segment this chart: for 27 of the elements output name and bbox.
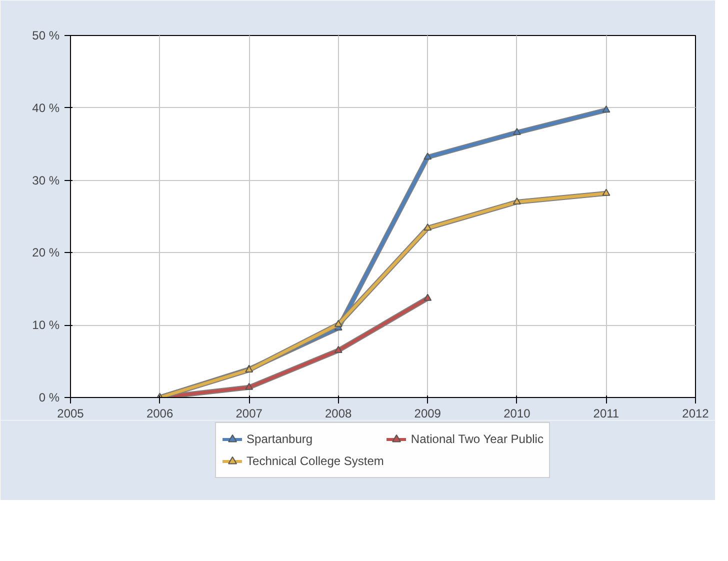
y-tick-label: 10 %: [32, 318, 60, 332]
x-tick-label: 2009: [414, 406, 442, 420]
legend-label: National Two Year Public: [410, 432, 544, 446]
legend-label: Technical College System: [246, 454, 384, 468]
y-tick-label: 20 %: [32, 246, 60, 260]
x-tick-label: 2012: [682, 406, 710, 420]
point: [424, 224, 432, 231]
point: [334, 346, 342, 353]
x-tick-label: 2007: [236, 406, 263, 420]
point: [602, 188, 610, 196]
x-tick-label: 2010: [504, 406, 531, 420]
point: [424, 152, 432, 160]
point: [424, 294, 432, 301]
y-tick-label: 40 %: [32, 100, 60, 115]
x-tick-label: 2011: [593, 406, 620, 420]
point: [334, 320, 342, 327]
point: [512, 197, 521, 205]
y-tick-label: 30 %: [32, 173, 60, 188]
point: [245, 382, 254, 390]
y-tick-label: 0 %: [38, 390, 60, 404]
y-tick-label: 50 %: [32, 28, 60, 42]
legend-label: Spartanburg: [246, 432, 313, 446]
point: [602, 106, 610, 113]
x-tick-label: 2005: [57, 406, 84, 420]
point: [512, 128, 521, 136]
x-tick-label: 2006: [146, 406, 174, 420]
x-tick-label: 2008: [325, 406, 352, 420]
